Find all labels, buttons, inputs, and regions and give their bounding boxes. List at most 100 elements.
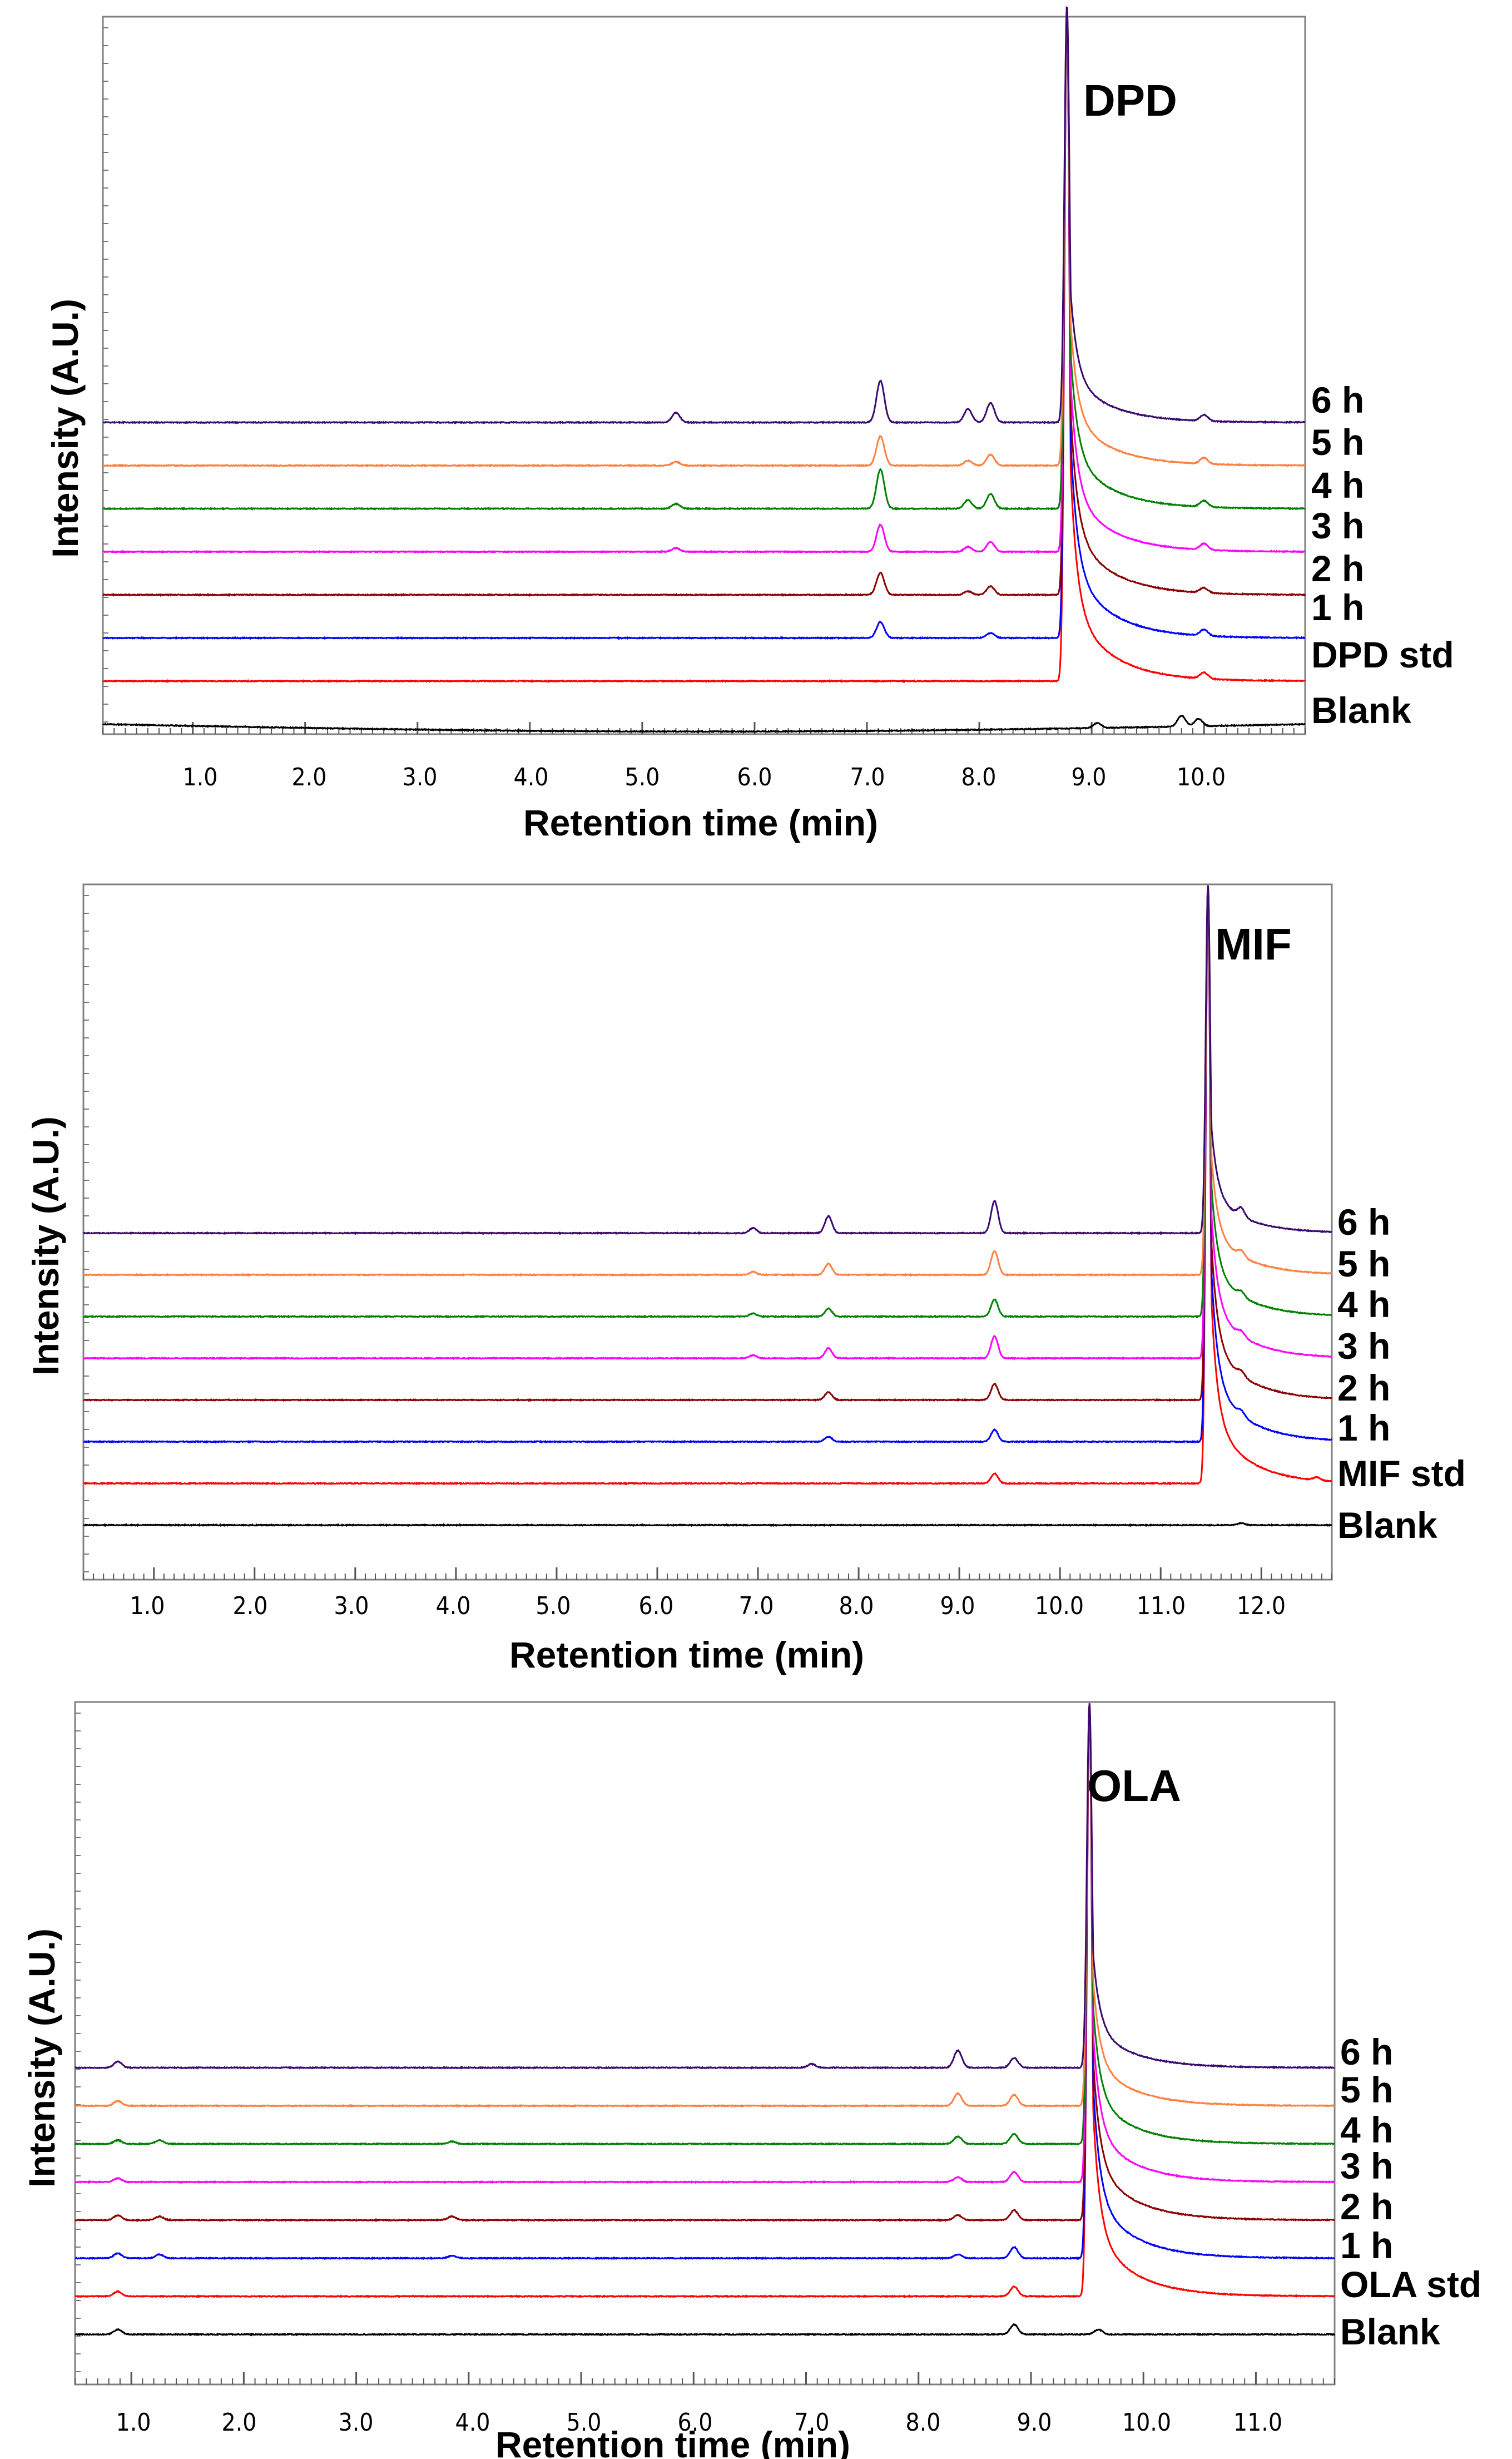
series-label-3-h: 3 h [1337, 1325, 1390, 1367]
series-label-blank: Blank [1340, 2311, 1440, 2352]
series-label-blank: Blank [1311, 690, 1411, 731]
trace-2-h [75, 1703, 1335, 2223]
series-label-blank: Blank [1337, 1505, 1437, 1546]
panel-mif: 1.0 2.0 3.0 4.0 5.0 6.0 7.0 8.0 9.0 10.0 11.0 12.0 … [25, 883, 1466, 1675]
compound-label-mif: MIF [1215, 919, 1292, 969]
x-tick-label: 3.0 [334, 1592, 369, 1620]
x-tick-label: 8.0 [906, 2408, 941, 2437]
trace-1-h [102, 6, 1306, 640]
x-tick-label: 10.0 [1035, 1592, 1084, 1620]
trace-4-h [102, 6, 1306, 511]
trace-blank [102, 714, 1306, 734]
trace-3-h [82, 885, 1332, 1360]
series-label-4-h: 4 h [1340, 2109, 1393, 2150]
x-tick-label: 12.0 [1237, 1592, 1286, 1620]
x-tick-label: 4.0 [455, 2408, 490, 2437]
x-tick-label: 6.0 [678, 2408, 713, 2437]
series-labels: Blank MIF std 1 h2 h3 h4 h5 h6 h [1337, 1201, 1466, 1546]
trace-1-h [83, 885, 1333, 1444]
x-tick-label: 1.0 [130, 1592, 165, 1620]
series-label-4-h: 4 h [1311, 464, 1364, 506]
x-tick-label: 10.0 [1122, 2408, 1171, 2437]
compound-label-ola: OLA [1087, 1761, 1181, 1810]
series-label-1-h: 1 h [1340, 2225, 1393, 2266]
x-axis-title: Retention time (min) [495, 2424, 850, 2459]
trace-1-h [75, 1703, 1335, 2260]
x-tick-label: 5.0 [625, 763, 660, 791]
x-tick-label: 4.0 [436, 1592, 471, 1620]
x-tick-label: 8.0 [961, 763, 997, 791]
series-label-6-h: 6 h [1340, 2031, 1393, 2072]
trace-group [75, 1703, 1336, 2337]
trace-5-h [75, 1703, 1335, 2108]
trace-2-h [102, 7, 1306, 597]
trace-blank [75, 2323, 1336, 2337]
x-tick-label: 8.0 [839, 1592, 874, 1620]
series-label-4-h: 4 h [1337, 1284, 1390, 1325]
x-tick-label: 1.0 [183, 763, 218, 791]
x-tick-label: 6.0 [639, 1592, 674, 1620]
x-tick-label: 7.0 [739, 1592, 774, 1620]
y-axis-ticks [103, 27, 108, 723]
trace-6-h [75, 1703, 1335, 2070]
x-tick-labels: 1.0 2.0 3.0 4.0 5.0 6.0 7.0 8.0 9.0 10.0 11.0 [116, 2408, 1283, 2437]
series-label-3-h: 3 h [1340, 2145, 1393, 2186]
trace-group [82, 885, 1333, 1527]
series-label-3-h: 3 h [1311, 505, 1364, 546]
x-tick-label: 9.0 [940, 1592, 975, 1620]
x-tick-label: 1.0 [116, 2408, 151, 2437]
panel-ola: 1.0 2.0 3.0 4.0 5.0 6.0 7.0 8.0 9.0 10.0 11.0 Blan… [21, 1701, 1481, 2459]
x-tick-label: 2.0 [233, 1592, 268, 1620]
trace-6-h [82, 885, 1333, 1235]
x-tick-label: 2.0 [222, 2408, 257, 2437]
x-tick-label: 11.0 [1233, 2408, 1282, 2437]
series-label-2-h: 2 h [1337, 1367, 1390, 1408]
x-tick-label: 3.0 [403, 763, 438, 791]
trace-5-h [82, 885, 1333, 1277]
trace-dpd-std [102, 8, 1306, 684]
series-label-2-h: 2 h [1311, 548, 1364, 589]
series-label-ola-std: OLA std [1340, 2264, 1481, 2305]
x-axis-ticks [83, 1567, 1332, 1580]
trace-blank [83, 1522, 1332, 1527]
compound-label-dpd: DPD [1083, 76, 1177, 125]
x-tick-label: 7.0 [795, 2408, 830, 2437]
series-label-5-h: 5 h [1340, 2069, 1393, 2110]
series-label-1-h: 1 h [1311, 587, 1364, 628]
series-label-5-h: 5 h [1337, 1243, 1390, 1284]
x-tick-labels: 1.0 2.0 3.0 4.0 5.0 6.0 7.0 8.0 9.0 10.0 11.0 12.0 [130, 1592, 1286, 1620]
trace-ola-std [75, 1703, 1335, 2299]
plot-frame [102, 16, 1306, 735]
x-tick-label: 9.0 [1072, 763, 1107, 791]
x-tick-label: 4.0 [514, 763, 549, 791]
trace-mif-std [83, 885, 1332, 1486]
x-tick-label: 3.0 [339, 2408, 374, 2437]
x-tick-label: 5.0 [567, 2408, 602, 2437]
series-labels: Blank DPD std 1 h2 h3 h4 h5 h6 h [1311, 379, 1454, 731]
trace-6-h [103, 7, 1306, 425]
series-label-5-h: 5 h [1311, 422, 1364, 463]
y-axis-title: Intensity (A.U.) [25, 1116, 66, 1376]
series-label-dpd-std: DPD std [1311, 634, 1454, 675]
trace-3-h [102, 6, 1306, 554]
trace-5-h [102, 6, 1306, 468]
y-axis-title: Intensity (A.U.) [44, 299, 86, 558]
trace-4-h [82, 885, 1332, 1319]
x-tick-label: 2.0 [292, 763, 327, 791]
x-axis-title: Retention time (min) [509, 1634, 864, 1675]
x-tick-label: 11.0 [1137, 1592, 1186, 1620]
x-tick-label: 5.0 [536, 1592, 571, 1620]
x-tick-labels: 1.0 2.0 3.0 4.0 5.0 6.0 7.0 8.0 9.0 10.0 [183, 763, 1226, 791]
trace-2-h [83, 885, 1332, 1402]
series-label-mif-std: MIF std [1337, 1453, 1466, 1494]
x-axis-ticks [75, 2372, 1335, 2384]
series-label-1-h: 1 h [1337, 1407, 1390, 1448]
panel-dpd: 1.0 2.0 3.0 4.0 5.0 6.0 7.0 8.0 9.0 10.0 Blank DPD… [44, 6, 1454, 843]
x-tick-label: 6.0 [737, 763, 772, 791]
trace-3-h [75, 1703, 1335, 2184]
trace-4-h [75, 1703, 1335, 2146]
x-axis-title: Retention time (min) [523, 802, 878, 843]
x-tick-label: 10.0 [1177, 763, 1226, 791]
